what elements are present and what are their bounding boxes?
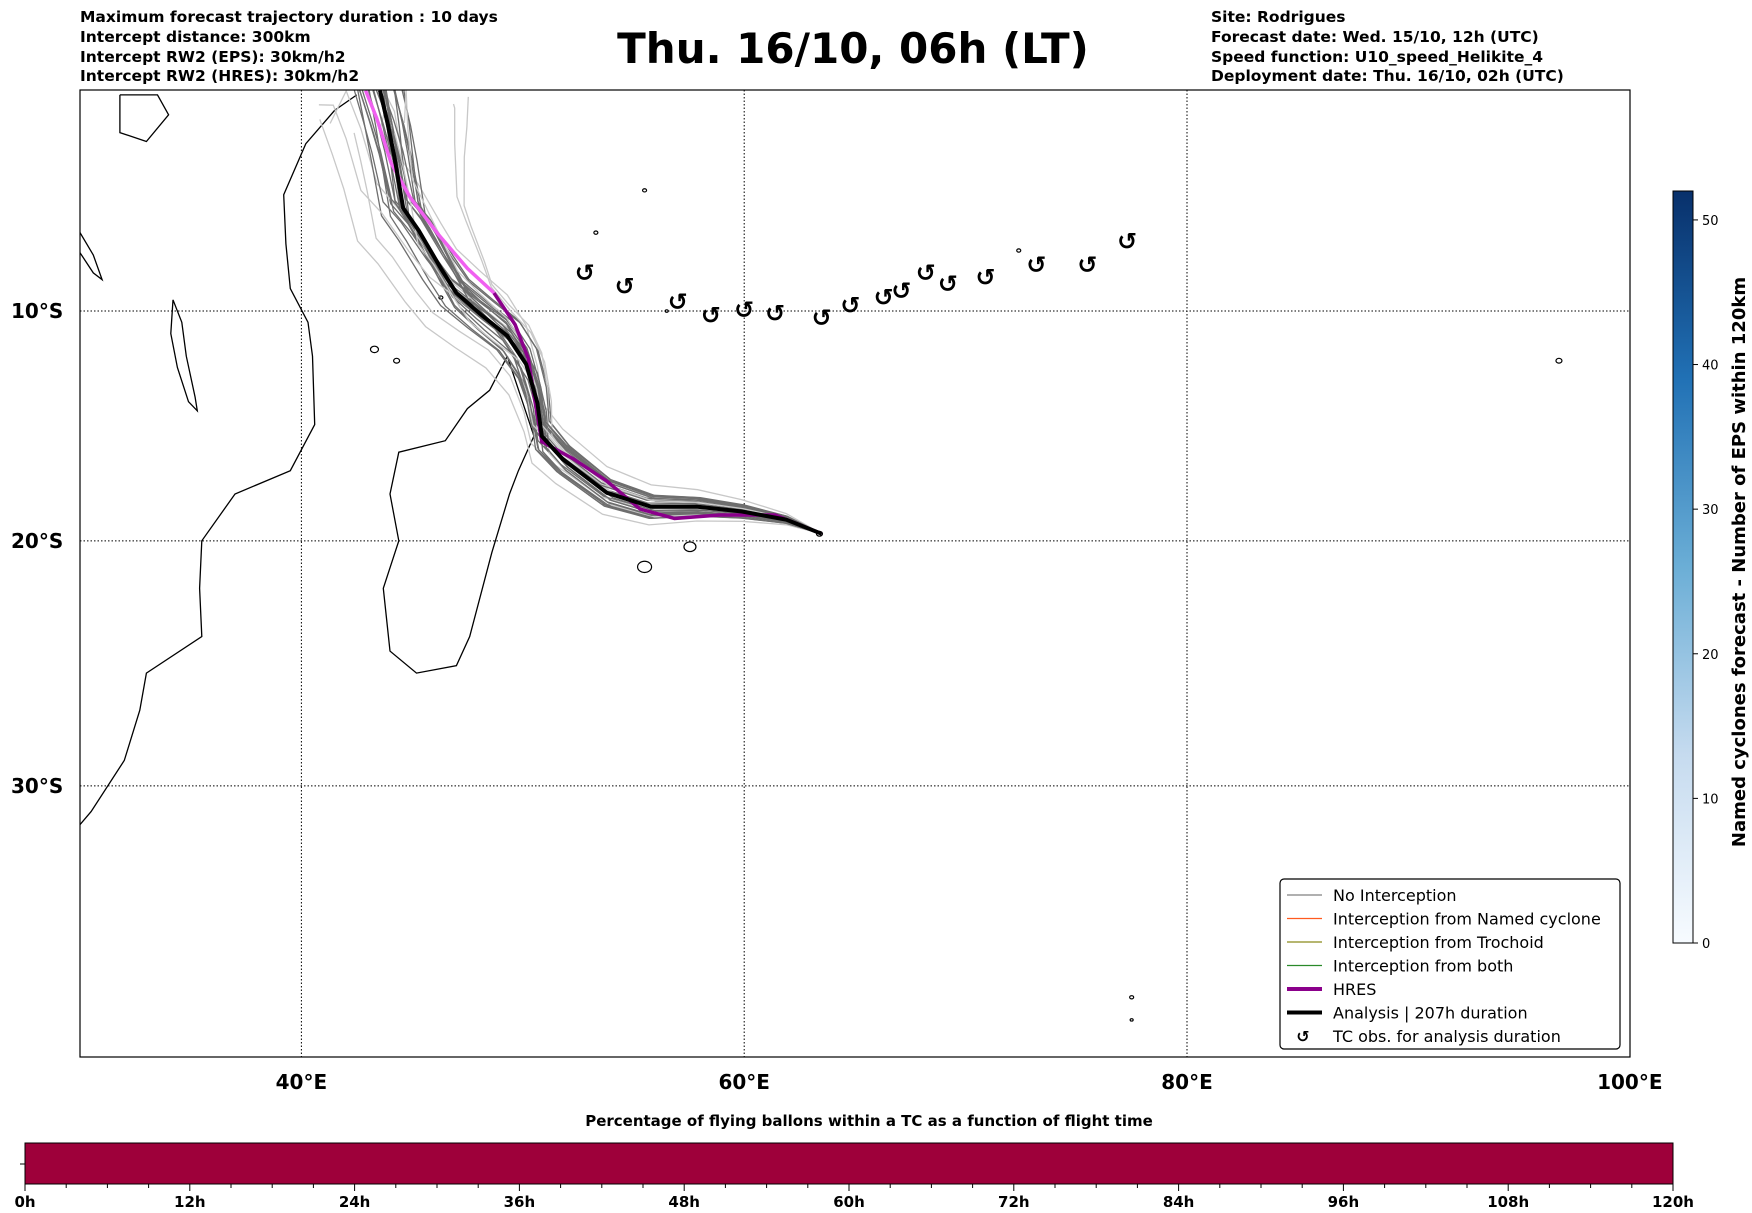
hres-trajectory — [492, 292, 823, 536]
header-right-info: Site: Rodrigues Forecast date: Wed. 15/1… — [1211, 8, 1564, 85]
header-right-line: Site: Rodrigues — [1211, 8, 1346, 26]
header-left-info: Maximum forecast trajectory duration : 1… — [80, 8, 498, 85]
hres-trajectory-early — [363, 90, 496, 295]
colorbar-bottom-tick-label: 96h — [1328, 1193, 1360, 1211]
x-tick-label: 40°E — [276, 1070, 328, 1094]
tc-obs-marker: ↺ — [765, 299, 785, 327]
tc-obs-marker: ↺ — [975, 263, 995, 291]
x-tick-label: 60°E — [718, 1070, 770, 1094]
legend-marker-icon: ↺ — [1296, 1027, 1309, 1046]
tc-obs-marker: ↺ — [916, 259, 936, 287]
colorbar-tick-label: 10 — [1702, 792, 1719, 807]
tc-obs-marker: ↺ — [874, 284, 894, 312]
coastline-victoria — [119, 94, 170, 143]
island — [593, 230, 599, 235]
colorbar-bottom-tick-label: 12h — [174, 1193, 206, 1211]
island — [1129, 1018, 1134, 1022]
header-right-line: Speed function: U10_speed_Helikite_4 — [1211, 48, 1543, 66]
legend-label: HRES — [1333, 980, 1376, 999]
tc-obs-marker: ↺ — [812, 304, 832, 332]
ensemble-trajectory — [361, 90, 822, 535]
y-tick-label: 20°S — [11, 529, 63, 553]
colorbar-right: Named cyclones forecast - Number of EPS … — [1672, 190, 1750, 952]
y-tick-label: 10°S — [11, 299, 63, 323]
gridlines — [80, 90, 1630, 1057]
legend: No Interception Interception from Named c… — [1279, 878, 1621, 1050]
analysis-trajectory — [378, 90, 823, 536]
colorbar-gradient — [1672, 190, 1694, 944]
island — [1129, 995, 1135, 1000]
colorbar-tick-label: 40 — [1702, 359, 1719, 374]
ensemble-trajectories — [318, 90, 823, 535]
colorbar-tick-label: 20 — [1702, 648, 1719, 663]
tc-obs-marker: ↺ — [734, 296, 754, 324]
island — [683, 541, 697, 553]
header-left-line: Intercept RW2 (HRES): 30km/h2 — [80, 67, 359, 85]
tc-obs-marker: ↺ — [668, 288, 688, 316]
map-frame — [79, 89, 1631, 1058]
axis-tick-labels: 40°E 60°E 80°E 100°E 10°S 20°S 30°S — [11, 299, 1663, 1094]
x-tick-label: 80°E — [1161, 1070, 1213, 1094]
legend-label: TC obs. for analysis duration — [1332, 1027, 1561, 1046]
tc-obs-marker: ↺ — [1026, 251, 1046, 279]
x-tick-label: 100°E — [1597, 1070, 1662, 1094]
tc-observations: ↺ ↺↺ ↺ ↺ ↺ ↺ ↺ ↺↺↺ ↺ ↺ ↺ ↺↺ — [575, 228, 1138, 332]
page-title: Thu. 16/10, 06h (LT) — [617, 24, 1089, 73]
island — [636, 560, 653, 574]
coastline-africa — [80, 94, 358, 826]
colorbar-bottom-tick-label: 24h — [339, 1193, 371, 1211]
tc-obs-marker: ↺ — [1117, 228, 1137, 256]
y-tick-label: 30°S — [11, 774, 63, 798]
island — [1555, 357, 1563, 364]
colorbar-tick-label: 50 — [1702, 214, 1719, 229]
legend-label: Analysis | 207h duration — [1333, 1004, 1528, 1023]
header-right-line: Deployment date: Thu. 16/10, 02h (UTC) — [1211, 67, 1564, 85]
colorbar-bottom-tick-label: 72h — [998, 1193, 1030, 1211]
coastline-malawi — [170, 299, 199, 413]
tc-obs-marker: ↺ — [1077, 251, 1097, 279]
colorbar-bottom-tick-label: 108h — [1487, 1193, 1529, 1211]
ensemble-trajectory — [319, 119, 822, 535]
legend-label: No Interception — [1333, 886, 1457, 905]
tc-obs-marker: ↺ — [938, 270, 958, 298]
coastline-madagascar — [382, 355, 535, 674]
colorbar-bottom: Percentage of flying ballons within a TC… — [14, 1112, 1694, 1211]
colorbar-bottom-title: Percentage of flying ballons within a TC… — [585, 1112, 1153, 1130]
legend-label: Interception from Trochoid — [1333, 933, 1544, 952]
colorbar-tick-label: 30 — [1702, 503, 1719, 518]
colorbar-bottom-tick-label: 60h — [833, 1193, 865, 1211]
legend-label: Interception from Named cyclone — [1333, 910, 1601, 929]
colorbar-bottom-tick-label: 48h — [668, 1193, 700, 1211]
colorbar-label: Named cyclones forecast - Number of EPS … — [1729, 277, 1750, 847]
header-right-line: Forecast date: Wed. 15/10, 12h (UTC) — [1211, 28, 1539, 46]
island — [369, 345, 380, 354]
colorbar-bottom-tick-label: 120h — [1652, 1193, 1694, 1211]
island — [393, 357, 401, 364]
header-left-line: Maximum forecast trajectory duration : 1… — [80, 8, 498, 26]
island — [641, 188, 648, 193]
header-left-line: Intercept RW2 (EPS): 30km/h2 — [80, 48, 346, 66]
tc-obs-marker: ↺ — [615, 272, 635, 300]
tc-obs-marker: ↺ — [891, 277, 911, 305]
main-trajectories — [363, 90, 823, 536]
island — [1016, 248, 1022, 253]
legend-box — [1279, 878, 1621, 1050]
colorbar-bottom-tick-label: 84h — [1163, 1193, 1195, 1211]
tc-obs-marker: ↺ — [701, 302, 721, 330]
colorbar-bottom-tick-label: 36h — [504, 1193, 536, 1211]
tc-obs-marker: ↺ — [575, 259, 595, 287]
legend-label: Interception from both — [1333, 957, 1513, 976]
coastline-tanganyika — [80, 232, 104, 282]
tc-obs-marker: ↺ — [840, 291, 860, 319]
island — [664, 309, 669, 313]
coastlines — [80, 94, 1563, 1022]
header-left-line: Intercept distance: 300km — [80, 28, 311, 46]
colorbar-tick-label: 0 — [1702, 937, 1710, 952]
colorbar-bottom-tick-label: 0h — [14, 1193, 35, 1211]
colorbar-bottom-fill — [24, 1142, 1674, 1185]
